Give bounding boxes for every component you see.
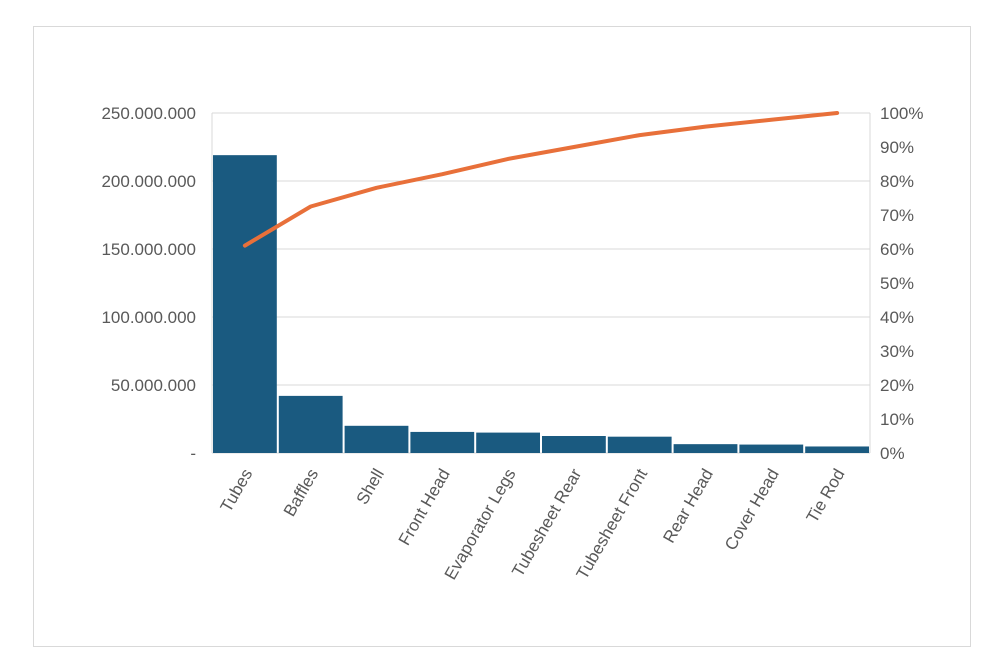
y-axis-left: - 50.000.000 100.000.000 150.000.000 200.000…	[101, 104, 196, 463]
bar-evaporator-legs	[476, 432, 540, 453]
y2-tick-label: 0%	[880, 444, 905, 463]
y2-tick-label: 70%	[880, 206, 914, 225]
y2-tick-label: 50%	[880, 274, 914, 293]
y-tick-label: 250.000.000	[101, 104, 196, 123]
y-axis-right: 0% 10% 20% 30% 40% 50% 60% 70% 80% 90% 100%	[880, 104, 923, 463]
x-tick-label: Cover Head	[721, 466, 783, 554]
bar-front-head	[410, 431, 475, 453]
x-tick-label: Evaporator Legs	[441, 466, 520, 584]
y2-tick-label: 20%	[880, 376, 914, 395]
x-tick-label: Front Head	[395, 466, 454, 549]
y2-tick-label: 80%	[880, 172, 914, 191]
bar-baffles	[278, 395, 343, 453]
y-tick-label: 50.000.000	[111, 376, 196, 395]
x-tick-label: Tubes	[217, 466, 257, 516]
y-tick-label: 200.000.000	[101, 172, 196, 191]
chart-area	[33, 26, 971, 647]
x-tick-label: Tie Rod	[803, 466, 849, 527]
bars	[213, 155, 869, 453]
y-tick-label: 150.000.000	[101, 240, 196, 259]
bar-rear-head	[673, 444, 738, 453]
bar-cover-head	[739, 444, 804, 453]
x-tick-label: Tubesheet Front	[573, 465, 652, 582]
cumulative-percent-line	[242, 111, 840, 248]
bar-tubesheet-rear	[542, 436, 606, 453]
bar-tubesheet-front	[607, 436, 672, 453]
x-tick-label: Rear Head	[659, 466, 717, 547]
y2-tick-label: 90%	[880, 138, 914, 157]
y2-tick-label: 30%	[880, 342, 914, 361]
x-tick-label: Shell	[353, 466, 388, 508]
bar-tubes	[213, 155, 277, 453]
cumulative-line	[242, 111, 840, 248]
y2-tick-label: 10%	[880, 410, 914, 429]
bar-tie-rod	[805, 446, 869, 453]
y2-tick-label: 60%	[880, 240, 914, 259]
y2-tick-label: 100%	[880, 104, 923, 123]
y-tick-label: -	[190, 444, 196, 463]
y-tick-label: 100.000.000	[101, 308, 196, 327]
x-tick-label: Tubesheet Rear	[508, 465, 585, 580]
y2-tick-label: 40%	[880, 308, 914, 327]
bar-shell	[344, 425, 409, 453]
x-tick-label: Baffles	[280, 466, 322, 520]
